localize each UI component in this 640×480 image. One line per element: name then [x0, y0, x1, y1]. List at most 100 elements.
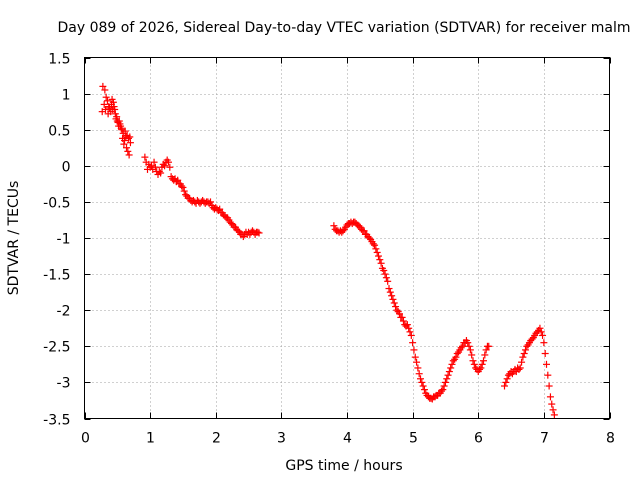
y-tick-label: -1: [57, 232, 71, 248]
data-point: [255, 229, 263, 237]
data-point: [161, 162, 169, 170]
data-point: [384, 277, 392, 285]
data-point: [413, 358, 421, 366]
data-point: [544, 371, 552, 379]
data-point: [371, 241, 379, 249]
data-point: [447, 364, 455, 372]
data-point: [381, 270, 389, 278]
data-point: [372, 245, 380, 253]
data-point: [125, 151, 133, 159]
data-point: [464, 339, 472, 347]
data-point: [470, 360, 478, 368]
data-point: [536, 324, 544, 332]
data-point: [386, 288, 394, 296]
data-point: [121, 137, 129, 145]
data-point: [398, 313, 406, 321]
data-point: [541, 350, 549, 358]
data-point: [355, 222, 363, 230]
data-point: [438, 387, 445, 395]
data-point: [100, 100, 108, 108]
data-point: [105, 104, 113, 112]
data-point: [468, 351, 476, 359]
y-tick-label: -1.5: [43, 268, 70, 284]
data-point: [546, 393, 554, 401]
data-point: [157, 169, 165, 177]
data-point: [392, 303, 400, 311]
data-point: [545, 382, 553, 390]
data-point: [406, 328, 414, 336]
data-point: [254, 228, 262, 236]
data-point: [520, 350, 528, 358]
data-point: [166, 163, 174, 171]
data-point: [528, 335, 536, 343]
x-tick-label: 8: [606, 431, 615, 447]
axis-ticks: [84, 57, 611, 420]
data-point: [151, 163, 159, 171]
data-point: [373, 248, 381, 256]
chart-title: Day 089 of 2026, Sidereal Day-to-day VTE…: [58, 20, 631, 36]
data-point: [393, 306, 401, 314]
data-point: [385, 285, 393, 293]
data-point: [249, 227, 256, 235]
data-point: [518, 358, 526, 366]
data-point: [419, 382, 427, 390]
x-tick-label: 6: [474, 431, 483, 447]
grid-lines: [84, 57, 610, 419]
data-point: [411, 353, 419, 361]
data-point: [330, 222, 338, 230]
data-point: [418, 378, 426, 386]
data-point: [111, 105, 119, 113]
data-point: [415, 370, 423, 378]
data-point: [99, 82, 107, 90]
x-tick-labels: 0 1 2 3 4 5 6 7 8: [81, 431, 615, 447]
data-point: [501, 382, 508, 390]
data-point: [180, 187, 188, 195]
data-point: [365, 234, 373, 242]
data-point: [124, 134, 132, 142]
data-point: [417, 375, 424, 383]
data-point: [216, 205, 224, 213]
data-point: [548, 400, 556, 408]
x-tick-label: 3: [277, 431, 286, 447]
data-point: [178, 182, 186, 190]
data-point: [420, 386, 428, 394]
y-tick-label: 0: [62, 160, 71, 176]
y-tick-labels: 1.5 1 0.5 0 -0.5 -1 -1.5 -2 -2.5 -3 -3.5: [43, 52, 70, 429]
data-point: [109, 98, 117, 106]
data-point: [103, 97, 111, 105]
data-point: [380, 266, 388, 274]
data-point: [453, 350, 461, 358]
data-point: [234, 227, 242, 235]
data-point: [550, 411, 558, 419]
data-point: [504, 371, 512, 379]
data-point: [537, 328, 545, 336]
x-tick-label: 4: [343, 431, 352, 447]
data-point: [118, 126, 126, 134]
data-point: [485, 342, 493, 350]
data-point: [126, 133, 134, 141]
data-point: [123, 144, 130, 152]
data-point: [360, 227, 368, 235]
data-point: [439, 386, 447, 394]
data-point: [466, 346, 474, 354]
y-axis-label: SDTVAR / TECUs: [6, 181, 22, 296]
data-point: [117, 124, 125, 132]
y-tick-label: -2: [57, 304, 71, 320]
data-point: [165, 158, 172, 166]
data-point: [410, 346, 418, 354]
data-point: [540, 339, 548, 347]
y-tick-label: -3: [57, 376, 71, 392]
data-point: [549, 406, 557, 414]
data-point: [477, 364, 485, 372]
data-point: [126, 139, 134, 147]
data-point: [414, 364, 422, 372]
data-point: [481, 351, 489, 359]
data-point: [390, 299, 398, 307]
data-point: [515, 365, 523, 373]
data-point: [444, 371, 452, 379]
data-point: [369, 240, 377, 248]
y-tick-label: -3.5: [43, 413, 70, 429]
data-point: [182, 191, 190, 199]
data-point: [476, 365, 484, 373]
